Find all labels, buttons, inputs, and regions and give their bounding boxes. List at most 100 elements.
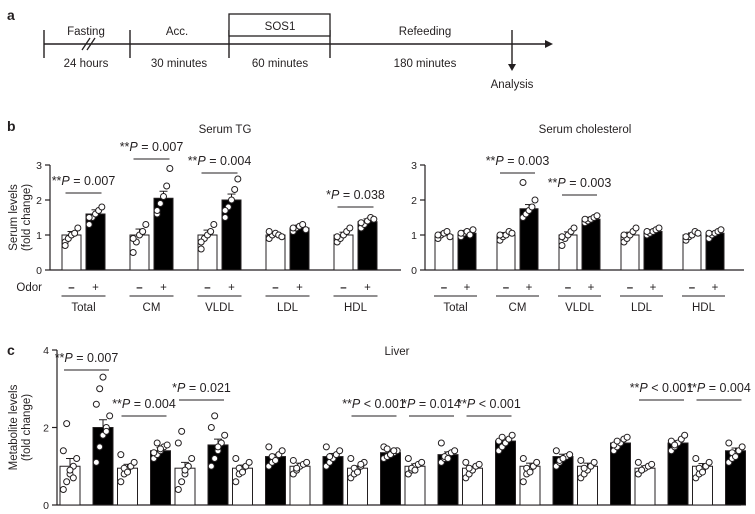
data-point: [446, 233, 454, 241]
p-value-stars: **: [52, 174, 62, 188]
data-point: [383, 445, 391, 453]
phase-duration-fasting: 24 hours: [64, 58, 109, 70]
p-value-stars: **: [457, 397, 467, 411]
odor-plus-sign: +: [228, 282, 235, 294]
data-point: [303, 458, 311, 466]
y-axis-label-line1: Serum levels: [8, 184, 20, 251]
data-point: [643, 228, 651, 235]
odor-plus-sign: +: [650, 282, 657, 294]
data-point: [475, 460, 483, 468]
data-point: [92, 400, 100, 408]
data-point: [59, 486, 67, 493]
p-value-symbol: P: [557, 176, 566, 190]
odor-minus-sign: –: [627, 282, 634, 294]
data-point: [231, 186, 239, 193]
data-point: [577, 456, 585, 464]
data-point: [404, 455, 412, 462]
data-point: [278, 447, 286, 455]
data-point: [638, 466, 646, 474]
data-point: [210, 221, 218, 228]
p-value-stars: **: [486, 154, 496, 168]
data-point: [457, 229, 465, 237]
data-point: [129, 249, 137, 256]
data-point: [322, 443, 330, 451]
p-value-text: < 0.001: [648, 381, 694, 395]
data-point: [465, 464, 473, 472]
odor-minus-sign: –: [68, 282, 75, 294]
data-point: [85, 221, 93, 228]
data-point: [278, 233, 286, 241]
timeline-arrowhead: [545, 40, 553, 48]
data-point: [214, 443, 222, 451]
data-point: [150, 449, 158, 457]
p-value-symbol: P: [61, 174, 70, 188]
data-point: [211, 455, 219, 462]
p-value-label: **P = 0.007: [52, 174, 116, 188]
data-point: [443, 228, 451, 235]
category-label: VLDL: [205, 302, 234, 314]
data-point: [293, 464, 301, 472]
data-point: [519, 179, 527, 186]
p-value-text: = 0.003: [566, 176, 612, 190]
data-point: [357, 460, 365, 468]
y-axis-label-line1: Metabolite levels: [8, 384, 20, 470]
data-point: [526, 468, 534, 476]
data-point: [160, 193, 167, 200]
data-point: [197, 245, 205, 253]
data-point: [59, 447, 67, 455]
p-value-label: **P = 0.003: [486, 154, 550, 168]
data-point: [326, 453, 334, 461]
y-tick-label: 3: [411, 160, 417, 172]
data-point: [699, 468, 706, 476]
data-point: [346, 224, 354, 232]
panel-a: a Fasting Acc. SOS1 Refeeding 24 hours 3…: [7, 7, 553, 91]
p-value-text: = 0.021: [185, 381, 231, 395]
data-point: [620, 231, 628, 239]
analysis-label: Analysis: [491, 79, 534, 91]
p-value-label: **P < 0.001: [342, 397, 406, 411]
data-point: [85, 214, 93, 221]
data-point: [590, 458, 598, 466]
p-value-text: = 0.004: [206, 154, 252, 168]
p-value-label: *P = 0.038: [326, 188, 385, 202]
odor-plus-sign: +: [364, 282, 371, 294]
data-point: [124, 468, 131, 476]
p-value-text: = 0.007: [73, 351, 119, 365]
data-point: [92, 458, 100, 466]
panel-b-letter: b: [7, 118, 16, 134]
phase-duration-sos1: 60 minutes: [252, 58, 309, 70]
p-value-stars: **: [342, 397, 352, 411]
category-label: LDL: [277, 302, 299, 314]
data-point: [142, 221, 150, 228]
data-point: [181, 466, 189, 474]
data-point: [580, 464, 588, 472]
data-point: [623, 433, 631, 441]
odor-plus-sign: +: [160, 282, 167, 294]
timeline-break-mark: [86, 37, 96, 51]
data-point: [411, 466, 419, 474]
data-point: [99, 373, 107, 381]
data-point: [552, 447, 560, 455]
y-axis-label: Metabolite levels(fold change): [8, 384, 33, 470]
data-point: [98, 203, 106, 211]
p-value-symbol: P: [331, 188, 340, 202]
data-point: [96, 443, 104, 451]
data-point: [354, 468, 361, 476]
data-point: [130, 458, 138, 466]
data-point: [221, 214, 229, 221]
odor-minus-sign: –: [689, 282, 696, 294]
p-value-text: = 0.007: [138, 140, 184, 154]
data-point: [174, 439, 182, 447]
p-value-text: = 0.007: [70, 174, 116, 188]
data-point: [717, 226, 725, 234]
p-value-label: **P = 0.007: [120, 140, 184, 154]
y-tick-label: 4: [43, 345, 49, 357]
y-tick-label: 2: [43, 423, 49, 435]
data-point: [533, 458, 541, 466]
data-point: [581, 215, 589, 223]
odor-label: Odor: [16, 282, 42, 294]
data-point: [178, 478, 186, 486]
data-point: [178, 427, 186, 435]
p-value-text: = 0.004: [705, 381, 751, 395]
